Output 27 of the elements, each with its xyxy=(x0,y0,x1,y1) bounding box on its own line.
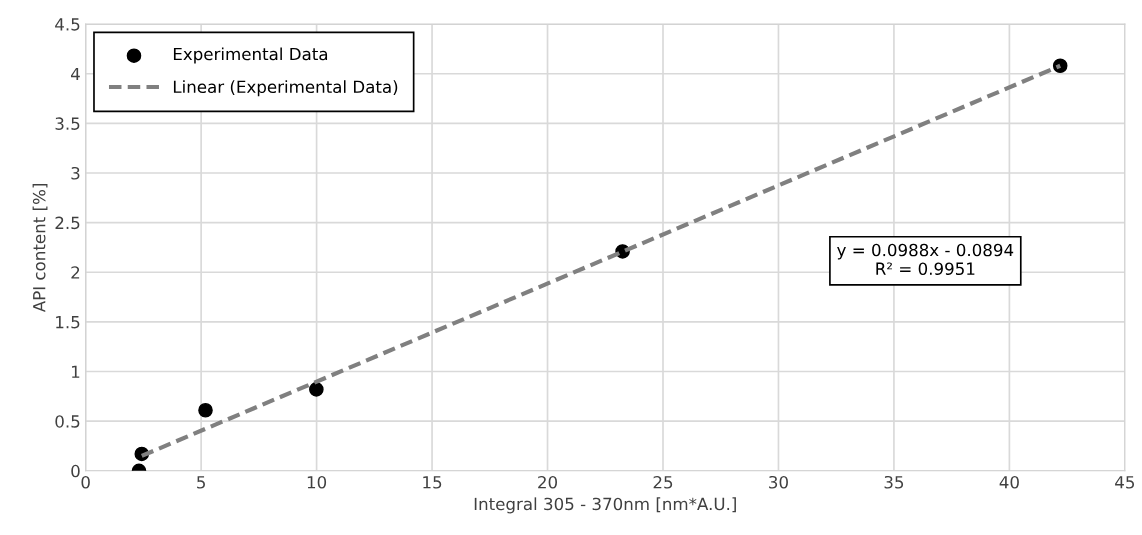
point xyxy=(198,402,213,418)
x-tick-label: 35 xyxy=(884,475,904,489)
y-tick-label: 3.5 xyxy=(55,117,80,130)
y-tick-label: 0 xyxy=(71,464,80,478)
x-tick-label: 0 xyxy=(81,475,90,489)
x-tick-label: 15 xyxy=(423,476,442,489)
x-tick-label: 25 xyxy=(653,475,673,489)
x-tick-label: 10 xyxy=(307,475,327,489)
x-tick-label: 45 xyxy=(1115,476,1135,489)
y-tick-label: 0.5 xyxy=(55,415,80,428)
y-tick-label: 1.5 xyxy=(56,316,80,329)
y-tick-label: 2.5 xyxy=(55,216,80,230)
x-tick-label: 20 xyxy=(538,475,558,489)
x-axis-title: Integral 305 - 370nm [nm*A.U.] xyxy=(474,497,736,514)
y-tick-label: 4.5 xyxy=(55,18,80,31)
legend-label: Experimental Data xyxy=(173,47,328,64)
y-tick-label: 4 xyxy=(71,67,80,81)
x-tick-label: 5 xyxy=(197,476,205,489)
x-tick-label: 40 xyxy=(999,475,1019,489)
x-tick-label: 30 xyxy=(769,475,788,489)
y-tick-label: 1 xyxy=(72,365,80,378)
legend-label: Linear (Experimental Data) xyxy=(173,80,398,97)
point xyxy=(309,382,324,397)
y-tick-label: 2 xyxy=(71,266,80,279)
y-tick-label: 3 xyxy=(71,166,80,180)
annotation: y = 0.0988x - 0.0894 R² = 0.9951 xyxy=(837,243,1014,276)
y-axis-title: API content [%] xyxy=(32,184,48,313)
